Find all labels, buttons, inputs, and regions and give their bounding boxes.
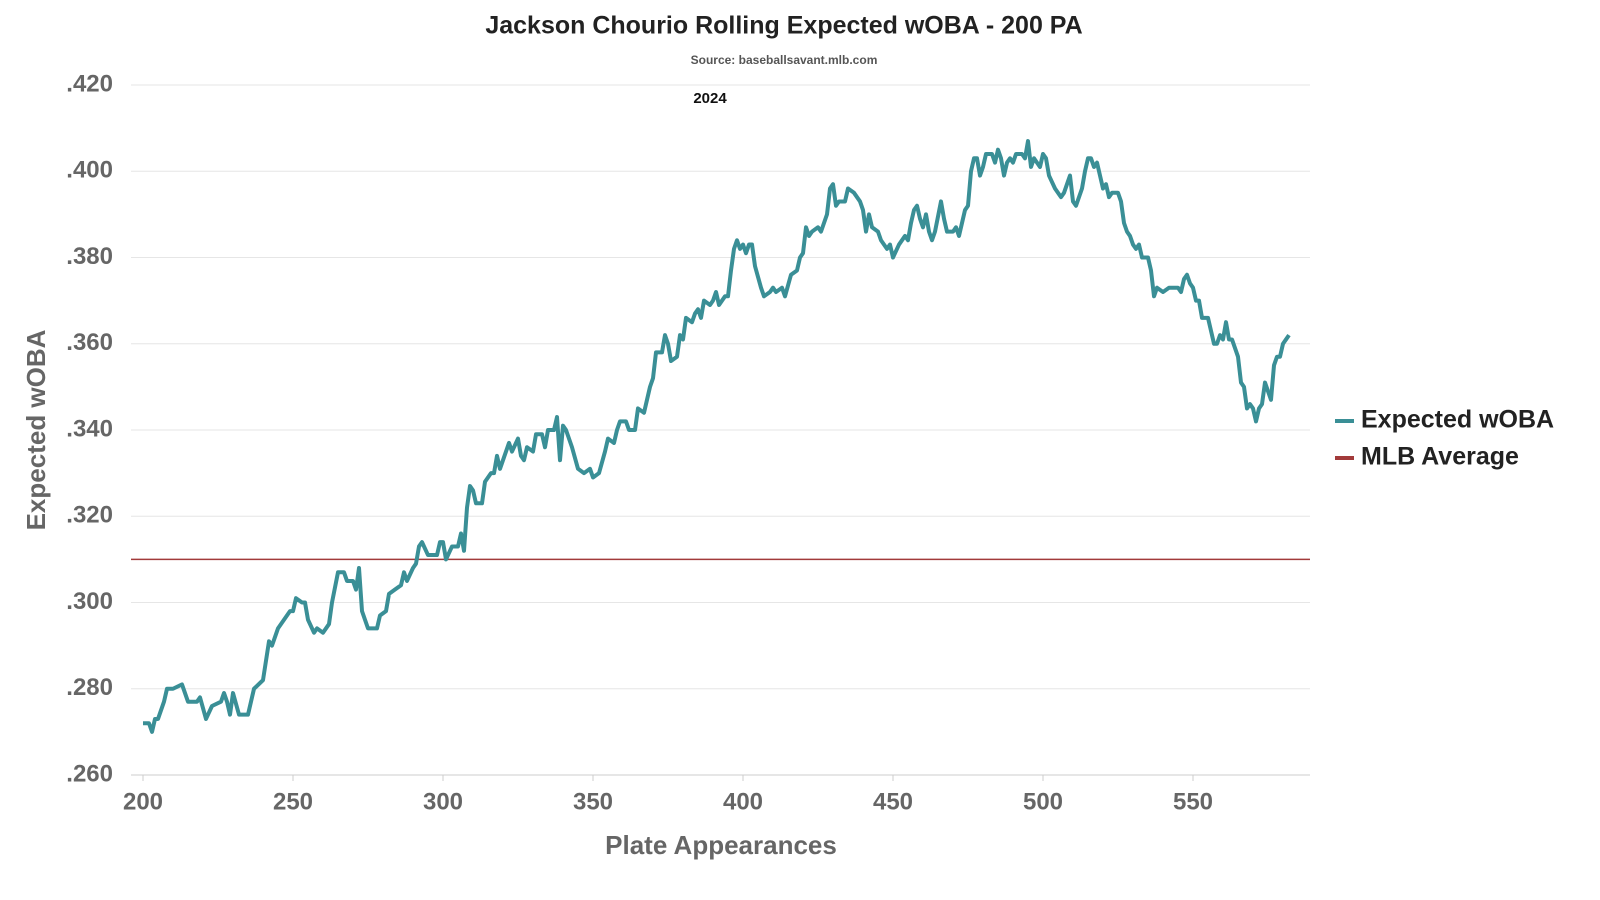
y-tick-label: .380 (66, 243, 113, 270)
x-tick-label: 200 (123, 788, 163, 815)
y-tick-label: .360 (66, 329, 113, 356)
y-tick-label: .320 (66, 502, 113, 529)
x-tick-label: 500 (1023, 788, 1063, 815)
data-line (143, 139, 1291, 734)
y-tick-label: .400 (66, 157, 113, 184)
legend-label: Expected wOBA (1361, 406, 1554, 434)
y-tick-label: .280 (66, 674, 113, 701)
x-tick-label: 250 (273, 788, 313, 815)
legend-label: MLB Average (1361, 443, 1519, 471)
x-tick-label: 350 (573, 788, 613, 815)
y-tick-label: .260 (66, 760, 113, 787)
annotation: 2024 (693, 90, 727, 107)
chart-subtitle: Source: baseballsavant.mlb.com (691, 53, 878, 67)
y-tick-label: .420 (66, 70, 113, 97)
x-tick-label: 300 (423, 788, 463, 815)
x-axis-label: Plate Appearances (605, 830, 837, 860)
chart-title: Jackson Chourio Rolling Expected wOBA - … (485, 12, 1082, 40)
x-tick-label: 450 (873, 788, 913, 815)
y-axis-label: Expected wOBA (21, 329, 51, 530)
y-tick-label: .340 (66, 415, 113, 442)
x-tick-label: 400 (723, 788, 763, 815)
x-tick-label: 550 (1173, 788, 1213, 815)
y-tick-label: .300 (66, 588, 113, 615)
